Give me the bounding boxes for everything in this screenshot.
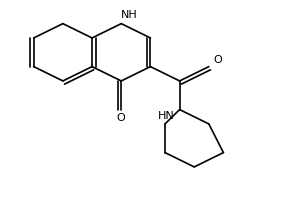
Text: HN: HN [158, 111, 175, 121]
Text: NH: NH [121, 10, 137, 20]
Text: O: O [214, 55, 222, 65]
Text: O: O [117, 113, 126, 123]
